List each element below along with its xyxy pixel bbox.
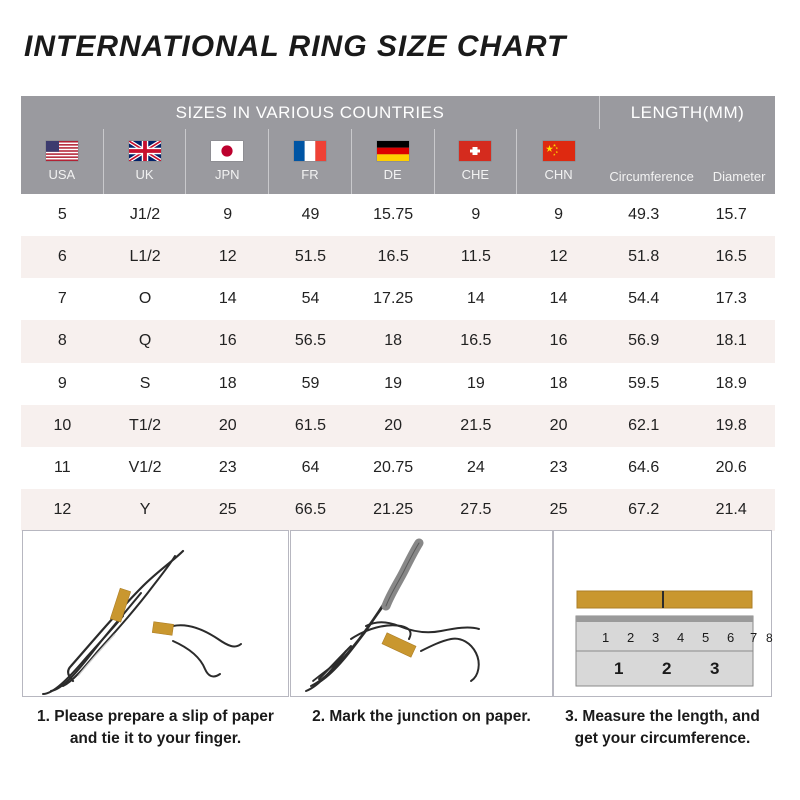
- svg-text:1: 1: [614, 659, 623, 678]
- svg-text:3: 3: [652, 630, 659, 645]
- svg-text:5: 5: [702, 630, 709, 645]
- svg-text:4: 4: [677, 630, 684, 645]
- svg-text:2: 2: [662, 659, 671, 678]
- svg-text:3: 3: [710, 659, 719, 678]
- svg-text:2: 2: [627, 630, 634, 645]
- svg-text:8: 8: [766, 631, 773, 645]
- svg-text:1: 1: [602, 630, 609, 645]
- svg-text:7: 7: [750, 630, 757, 645]
- svg-text:6: 6: [727, 630, 734, 645]
